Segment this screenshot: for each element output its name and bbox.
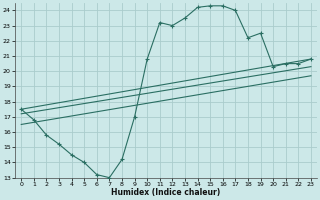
X-axis label: Humidex (Indice chaleur): Humidex (Indice chaleur) xyxy=(111,188,221,197)
